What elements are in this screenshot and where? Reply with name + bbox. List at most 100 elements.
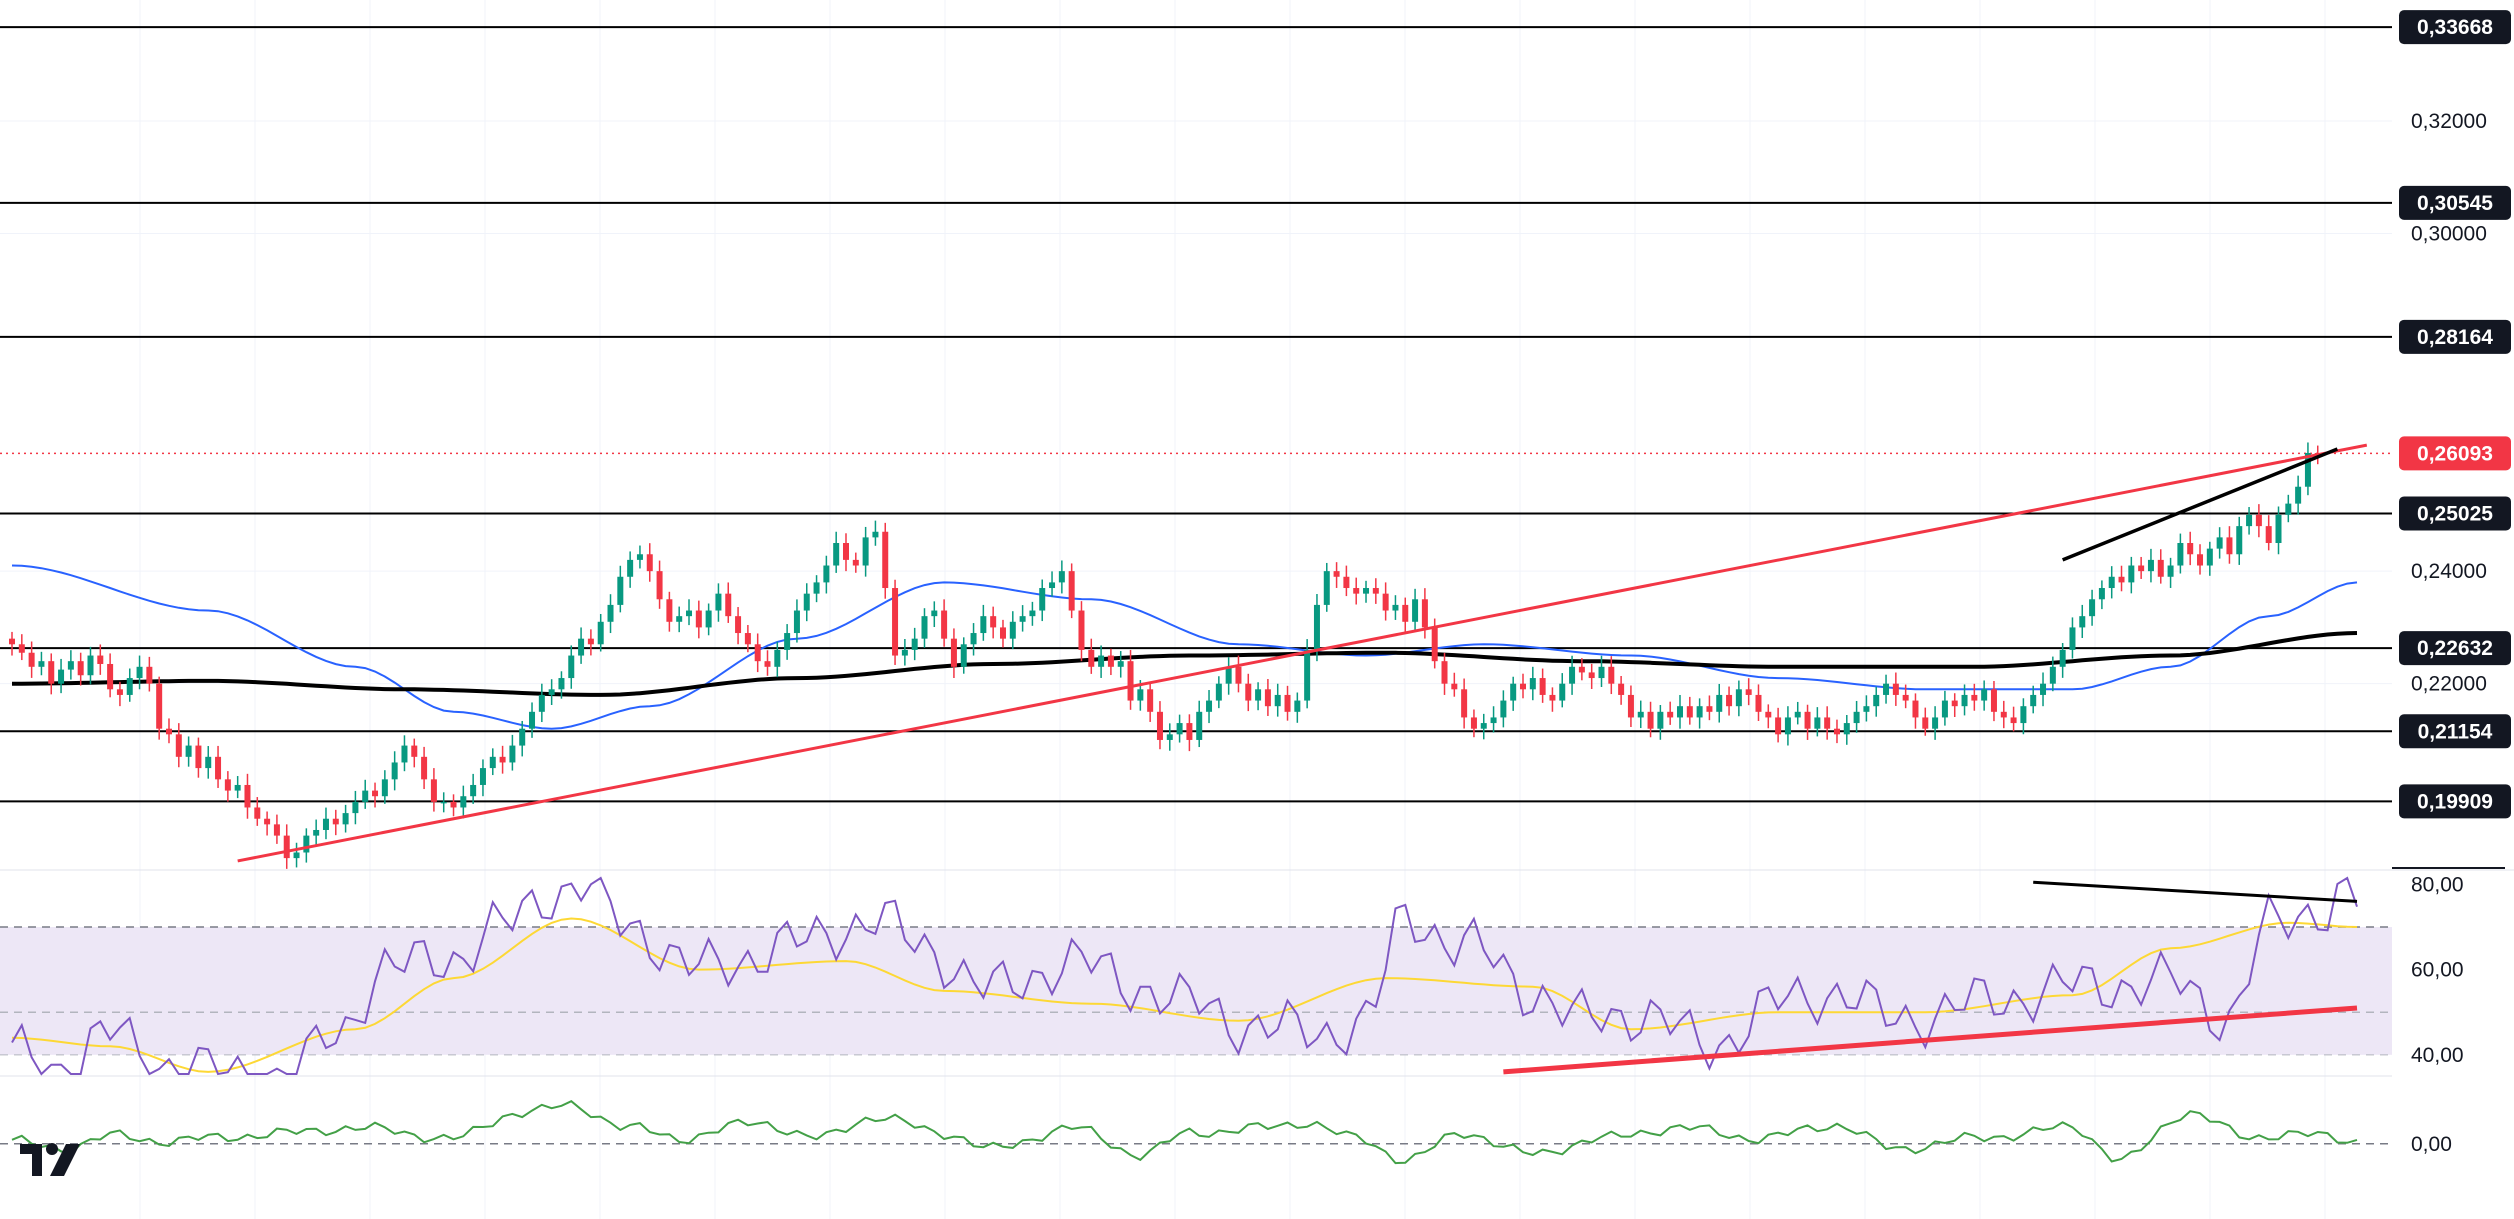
candle-body — [911, 638, 918, 650]
candle-body — [2226, 537, 2233, 555]
level-price-label: 0,21154 — [2418, 720, 2493, 743]
candle-body — [578, 638, 585, 656]
candle-body — [411, 745, 418, 757]
candle-body — [2089, 599, 2096, 617]
candle-body — [852, 559, 859, 566]
tradingview-logo-icon — [20, 1143, 80, 1176]
candle-body — [1196, 711, 1203, 740]
candle-body — [2177, 543, 2184, 566]
rsi-moving-average-line — [11, 917, 2358, 1073]
candle-body — [1431, 627, 1438, 662]
candle-body — [1912, 700, 1919, 718]
candle-body — [823, 565, 830, 583]
level-price-label: 0,28164 — [2417, 326, 2493, 349]
candle-body — [1647, 711, 1654, 729]
candle-body — [2285, 503, 2292, 515]
level-price-label: 0,19909 — [2417, 790, 2493, 813]
candle-body — [1706, 706, 1713, 712]
level-price-label: 0,22632 — [2417, 637, 2493, 660]
candle-body — [901, 649, 908, 656]
candle-body — [352, 801, 359, 814]
candle-body — [1294, 700, 1301, 712]
candle-body — [1873, 694, 1880, 707]
candle-body — [2059, 649, 2066, 667]
candle-body — [1156, 711, 1163, 740]
candle-body — [793, 610, 800, 634]
candle-body — [2049, 666, 2056, 684]
candle-body — [1618, 683, 1625, 695]
candle-body — [2128, 565, 2135, 583]
candle-body — [715, 593, 722, 611]
candle-body — [2079, 616, 2086, 628]
candle-body — [1657, 711, 1664, 729]
price-tick-label: 0,30000 — [2411, 223, 2487, 246]
candle-body — [421, 756, 428, 780]
candle-body — [28, 652, 35, 667]
trendlines — [237, 443, 2368, 863]
candle-body — [587, 638, 594, 645]
candle-body — [1726, 694, 1733, 707]
candle-body — [1412, 599, 1419, 622]
candle-body — [381, 779, 388, 797]
candle-body — [1176, 723, 1183, 735]
candle-body — [391, 762, 398, 780]
candle-body — [1951, 700, 1958, 707]
candle-body — [1990, 689, 1997, 712]
candle-body — [1343, 576, 1350, 589]
candle-body — [479, 768, 486, 785]
candle-body — [1382, 593, 1389, 611]
price-axis[interactable]: 0,32000 0,30000 0,24000 0,22000 0,33668 0,305… — [2399, 10, 2511, 1156]
candle-body — [1363, 588, 1370, 594]
candle-body — [529, 711, 536, 729]
candle-body — [1559, 683, 1566, 701]
candle-body — [1470, 717, 1477, 729]
candle-body — [264, 818, 271, 825]
candle-body — [1137, 689, 1144, 701]
candle-body — [862, 537, 869, 566]
candle-body — [2216, 537, 2223, 549]
candle-body — [1833, 728, 1840, 735]
candle-body — [1313, 604, 1320, 650]
candle-body — [1775, 717, 1782, 735]
candle-body — [627, 559, 634, 577]
momentum-pane — [0, 1100, 2392, 1165]
candle-body — [215, 756, 222, 780]
candle-body — [695, 610, 702, 628]
candle-body — [195, 745, 202, 769]
candle-body — [1745, 689, 1752, 695]
candle-body — [2138, 565, 2145, 572]
level-price-label-background — [2399, 631, 2511, 666]
candle-body — [1245, 683, 1252, 701]
candle-body — [1353, 588, 1360, 594]
candle-body — [67, 661, 74, 670]
rsi-trendline — [2033, 880, 2358, 903]
candle-body — [77, 661, 84, 676]
candle-body — [205, 756, 212, 769]
candle-body — [833, 543, 840, 566]
candle-body — [2098, 588, 2105, 600]
candle-body — [470, 784, 477, 797]
candle-body — [185, 745, 192, 757]
candle-body — [538, 694, 545, 712]
candle-body — [58, 669, 65, 684]
candle-body — [1667, 711, 1674, 718]
candle-body — [764, 661, 771, 667]
candle-body — [1107, 655, 1114, 667]
candle-body — [1500, 700, 1507, 718]
candle-body — [666, 599, 673, 622]
candle-body — [1549, 694, 1556, 701]
candle-body — [2255, 514, 2262, 527]
price-tick-label: 0,24000 — [2411, 560, 2487, 583]
candle-body — [1255, 689, 1262, 701]
candle-body — [1304, 649, 1311, 701]
candle-body — [2040, 683, 2047, 695]
candle-body — [2000, 711, 2007, 718]
candle-body — [1058, 571, 1065, 583]
momentum-line — [11, 1100, 2358, 1165]
candle-body — [1009, 621, 1016, 639]
candle-body — [1883, 683, 1890, 695]
candle-body — [1088, 649, 1095, 667]
candle-body — [2167, 565, 2174, 577]
candle-body — [1598, 666, 1605, 679]
